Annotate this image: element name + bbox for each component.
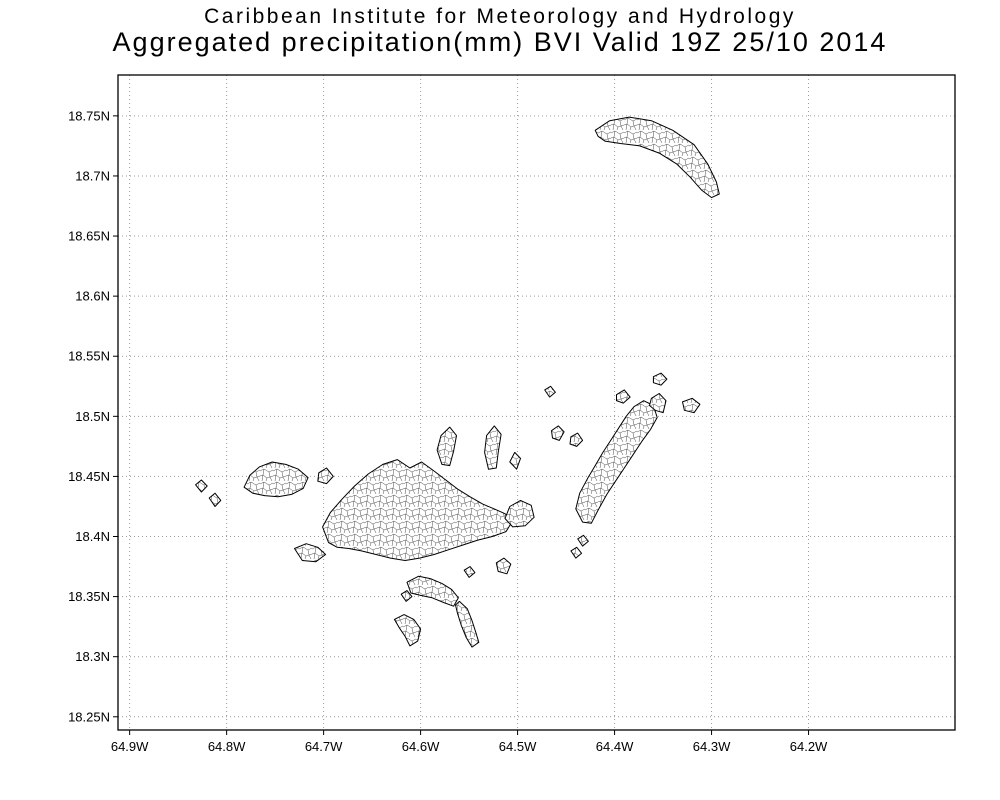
- island-norman-island: [393, 614, 422, 647]
- island-virgin-gorda: [575, 400, 658, 524]
- island-sandy-cay: [195, 479, 208, 493]
- plot-frame: [117, 74, 956, 731]
- grid-lines-layer: [118, 75, 955, 730]
- lon-tick-label: 64.2W: [790, 739, 828, 754]
- lat-tick-label: 18.75N: [68, 108, 110, 123]
- island-dog-island-east: [569, 432, 584, 447]
- axes-layer: 18.75N 18.7N 18.65N 18.6N 18.55N 18.5N 18.45N 1…: [68, 108, 828, 754]
- islands-layer: [195, 116, 720, 648]
- lon-tick-label: 64.7W: [305, 739, 343, 754]
- lat-tick-label: 18.3N: [75, 649, 110, 664]
- lat-tick-label: 18.55N: [68, 349, 110, 364]
- island-pelican-island: [400, 590, 413, 602]
- island-round-rock: [577, 534, 589, 547]
- island-fallen-jerusalem: [570, 546, 583, 559]
- island-beef-island: [504, 499, 535, 528]
- lat-tick-label: 18.7N: [75, 168, 110, 183]
- island-mosquito-island: [616, 389, 631, 404]
- lat-tick-label: 18.45N: [68, 469, 110, 484]
- island-eustatia-cays: [682, 397, 701, 414]
- lat-tick-label: 18.4N: [75, 529, 110, 544]
- island-little-jost-van-dyke: [317, 467, 334, 485]
- lon-tick-label: 64.3W: [693, 739, 731, 754]
- plot-title-institution: Caribbean Institute for Meteorology and …: [204, 5, 796, 28]
- island-necker-island: [652, 372, 668, 386]
- island-dog-island-west: [551, 425, 565, 441]
- island-green-cay: [208, 492, 222, 507]
- lat-tick-label: 18.65N: [68, 229, 110, 244]
- lon-tick-label: 64.5W: [499, 739, 537, 754]
- island-peter-island: [406, 575, 459, 607]
- lon-tick-label: 64.6W: [402, 739, 440, 754]
- island-guana-island: [436, 426, 457, 467]
- lat-tick-label: 18.35N: [68, 589, 110, 604]
- lon-tick-label: 64.9W: [111, 739, 149, 754]
- lat-tick-label: 18.25N: [68, 709, 110, 724]
- island-scrub-island: [509, 451, 521, 470]
- island-anegada: [594, 116, 720, 199]
- island-salt-cooper-islands: [455, 600, 480, 648]
- lon-tick-label: 64.8W: [208, 739, 246, 754]
- island-great-camanoe: [484, 425, 502, 470]
- island-seal-dog-rock: [544, 385, 556, 398]
- island-prickly-pear: [649, 393, 667, 414]
- lon-tick-label: 64.4W: [596, 739, 634, 754]
- plot-title-main: Aggregated precipitation(mm) BVI Valid 1…: [112, 27, 888, 57]
- island-west-end-cays: [294, 543, 327, 563]
- island-tortola: [322, 459, 514, 561]
- lat-tick-label: 18.6N: [75, 289, 110, 304]
- island-dead-chest: [463, 566, 476, 578]
- island-ginger-island: [495, 557, 512, 575]
- lat-tick-label: 18.5N: [75, 409, 110, 424]
- island-jost-van-dyke: [243, 461, 309, 498]
